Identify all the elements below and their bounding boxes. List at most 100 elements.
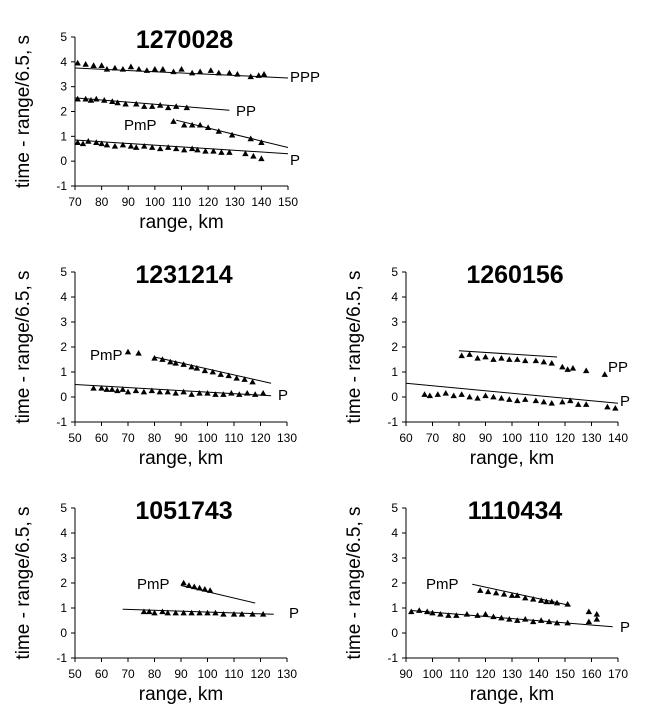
data-point-p	[612, 404, 619, 411]
x-tick-label: 60	[95, 431, 109, 445]
data-point-p	[242, 150, 249, 157]
data-point-pp	[458, 352, 465, 359]
y-tick-label: 3	[391, 315, 398, 329]
data-point-p	[466, 393, 473, 400]
data-point-pp	[87, 97, 95, 103]
y-tick-label: 3	[60, 315, 67, 329]
y-tick-label: 1	[60, 365, 67, 379]
data-point-pp	[506, 356, 513, 362]
x-tick-label: 120	[198, 195, 218, 209]
y-tick-label: 3	[60, 80, 67, 94]
data-point-p	[490, 613, 497, 620]
data-point-p	[172, 145, 180, 152]
data-point-ppp	[255, 72, 262, 78]
data-point-pmp	[206, 587, 214, 593]
data-point-p	[490, 393, 497, 400]
data-point-pmp	[135, 349, 142, 356]
data-point-p	[567, 397, 574, 404]
data-point-ppp	[188, 69, 196, 76]
data-point-p	[408, 608, 415, 615]
data-point-ppp	[127, 63, 135, 70]
chart-panel-1260156: -1 0 1 2 3 4 5 60 70 80 90 100 110 120 130 140 1260156 ra…	[344, 261, 630, 469]
data-point-p	[103, 141, 111, 148]
data-point-p	[114, 387, 121, 394]
data-point-p	[188, 145, 196, 152]
data-point-p	[108, 386, 116, 392]
data-point-pp	[109, 98, 116, 104]
data-point-pmp	[188, 363, 195, 370]
y-tick-label: 0	[60, 626, 67, 640]
x-tick-label: 130	[277, 431, 297, 445]
data-point-pmp	[522, 594, 529, 601]
fit-line-ppp	[74, 67, 289, 79]
fit-line-p	[405, 382, 619, 404]
data-point-p	[204, 609, 211, 616]
data-point-pmp	[564, 600, 571, 607]
data-point-pmp	[180, 121, 188, 128]
data-point-ppp	[170, 68, 177, 75]
data-point-p	[522, 615, 529, 622]
x-axis-label: range, km	[139, 448, 223, 469]
data-point-p	[202, 147, 209, 154]
x-tick-label: 130	[502, 667, 522, 681]
x-tick-label: 120	[475, 667, 495, 681]
data-point-ppp	[178, 65, 185, 72]
data-point-pp	[114, 99, 121, 106]
data-point-ppp	[159, 65, 167, 72]
phase-label-pp: PP	[236, 103, 256, 120]
data-point-p	[111, 142, 119, 149]
x-tick-label: 170	[608, 667, 628, 681]
data-point-p	[244, 389, 251, 396]
data-point-pmp	[170, 118, 177, 124]
y-tick-label: 4	[391, 290, 398, 304]
phase-label-pmp: PmP	[90, 347, 123, 364]
x-tick-label: 80	[95, 195, 109, 209]
data-point-p	[498, 394, 505, 401]
x-tick-label: 100	[197, 431, 217, 445]
data-point-p	[553, 619, 561, 626]
data-point-p	[426, 392, 434, 399]
x-tick-label: 160	[581, 667, 601, 681]
data-point-pp	[149, 103, 156, 109]
data-point-p	[180, 146, 188, 153]
data-point-p	[140, 388, 148, 395]
y-tick-label: 4	[60, 526, 67, 540]
data-point-p	[132, 387, 140, 394]
x-tick-label: 130	[581, 431, 601, 445]
chart-panel-1051743: -1 0 1 2 3 4 5 50 60 70 80 90 100 110 120 130 1051743 ran…	[13, 497, 299, 705]
data-point-ppp	[260, 70, 268, 77]
data-point-pmp	[508, 592, 516, 598]
data-point-ppp	[234, 70, 241, 77]
data-point-p	[474, 394, 481, 401]
x-tick-label: 60	[95, 667, 109, 681]
phase-label-p: P	[278, 387, 288, 404]
data-point-p	[474, 612, 481, 618]
chart-title: 1260156	[466, 261, 563, 289]
data-point-p	[482, 610, 489, 617]
data-point-ppp	[103, 65, 111, 72]
data-point-pmp	[196, 584, 203, 591]
data-point-p	[238, 610, 246, 617]
phase-label-pp: PP	[608, 359, 628, 376]
x-tick-label: 70	[426, 431, 440, 445]
data-point-ppp	[111, 64, 119, 71]
fit-line-p	[411, 610, 613, 628]
x-tick-label: 80	[148, 431, 162, 445]
y-tick-label: 1	[391, 601, 398, 615]
x-axis-label: range, km	[139, 212, 223, 233]
data-point-pmp	[530, 595, 537, 602]
x-tick-label: 110	[224, 431, 243, 445]
data-point-pmp	[477, 587, 484, 593]
data-point-p	[220, 391, 227, 397]
data-point-p	[506, 396, 513, 402]
y-tick-label: 4	[60, 55, 67, 69]
data-point-ppp	[90, 62, 97, 68]
phase-label-p: P	[620, 393, 630, 410]
data-point-ppp	[74, 59, 81, 66]
chart-title: 1051743	[135, 497, 232, 525]
phase-label-p: P	[290, 152, 300, 169]
y-tick-label: 5	[60, 30, 67, 44]
y-axis-label: time - range/6.5, s	[344, 270, 365, 423]
data-point-pmp	[225, 372, 232, 379]
y-tick-label: 1	[60, 601, 67, 615]
